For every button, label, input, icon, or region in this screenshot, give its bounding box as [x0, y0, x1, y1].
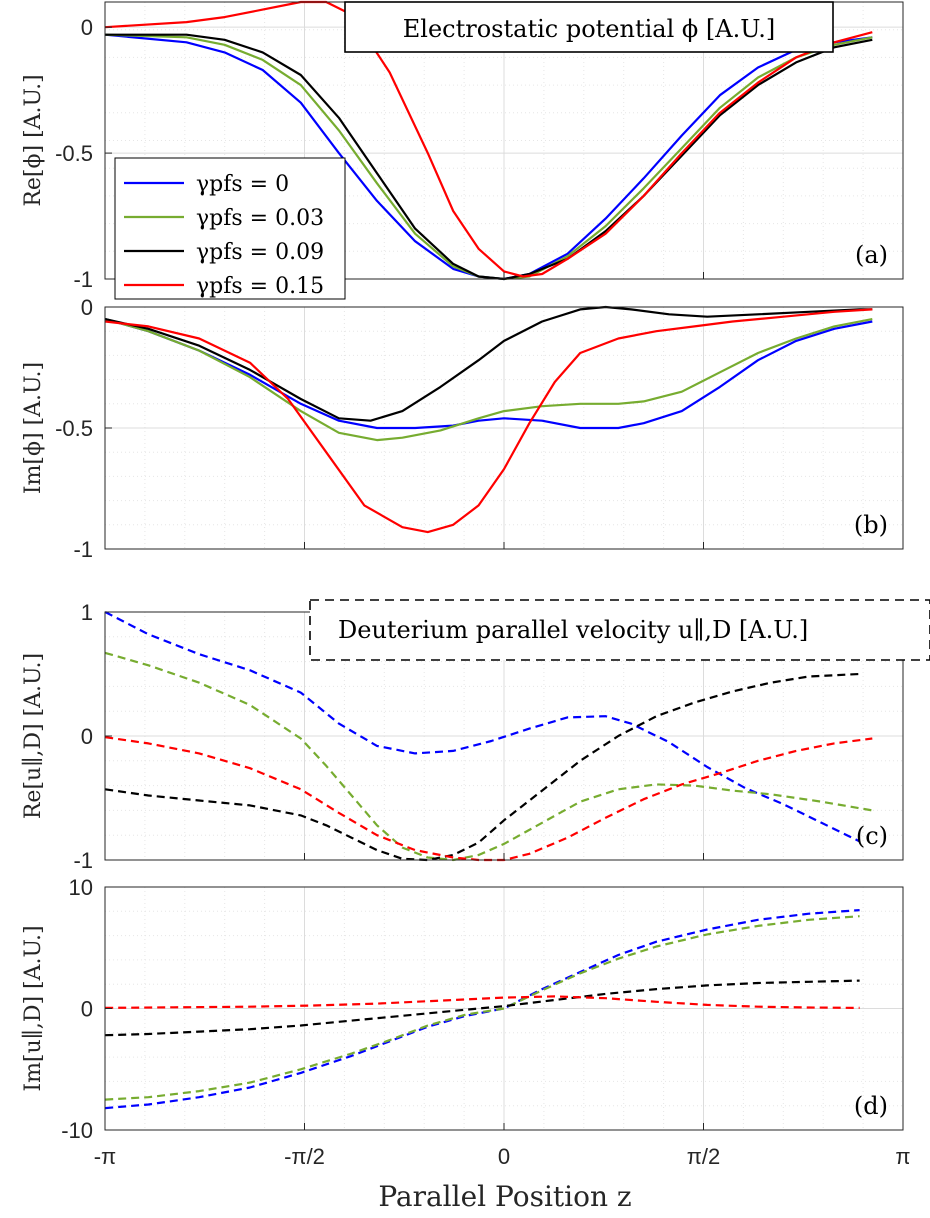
annotation-box: [309, 599, 930, 661]
panel-3: 1 0 -1 Re[u∥,D] [A.U.] (c) Deuterium parallel…: [21, 599, 930, 873]
y-tick-label: -1: [73, 267, 93, 292]
series-line-1: [104, 611, 861, 843]
y-tick-label: -1: [73, 537, 93, 562]
y-axis-label: Re[ϕ] [A.U.]: [21, 74, 46, 206]
legend-label: γpfs = 0.09: [196, 240, 324, 265]
panel-label: (a): [855, 241, 888, 269]
series-line-3: [105, 672, 860, 862]
legend-label: γpfs = 0.15: [196, 274, 324, 299]
y-tick-label: 0: [81, 15, 93, 40]
series-line-2: [104, 318, 873, 442]
legend-label: γpfs = 0.03: [196, 206, 324, 231]
x-axis-label: Parallel Position z: [378, 1180, 631, 1213]
x-tick-label: π: [895, 1144, 910, 1169]
y-axis-label: Im[ϕ] [A.U.]: [21, 362, 46, 494]
series-line-3: [105, 979, 860, 1037]
annotation-text: Electrostatic potential ϕ [A.U.]: [403, 15, 775, 43]
y-tick-label: 0: [81, 724, 93, 749]
y-axis-label: Re[u∥,D] [A.U.]: [21, 653, 46, 819]
y-tick-label: 0: [81, 295, 93, 320]
annotation-box: [344, 1, 834, 53]
y-tick-label: -10: [61, 1118, 93, 1143]
y-axis-label: Im[u∥,D] [A.U.]: [21, 925, 46, 1091]
panel-label: (c): [856, 822, 888, 850]
y-tick-label: -0.5: [55, 141, 93, 166]
y-tick-label: 0: [81, 997, 93, 1022]
x-tick-label: -π: [94, 1144, 117, 1169]
y-tick-label: 10: [69, 875, 93, 900]
panels: 0 -0.5 -1 Re[ϕ] [A.U.] (a) Electrostatic pote…: [21, 0, 930, 1169]
panel-1: 0 -0.5 -1 Re[ϕ] [A.U.] (a) Electrostatic pote…: [21, 0, 904, 300]
panel-label: (b): [854, 511, 888, 539]
series-line-4: [105, 308, 873, 534]
y-tick-label: -1: [73, 848, 93, 873]
x-tick-label: π/2: [687, 1144, 721, 1169]
legend-box: [114, 157, 346, 300]
legend: γpfs = 0 γpfs = 0.03 γpfs = 0.09 γpfs = 0.1…: [114, 157, 346, 300]
x-tick-label: 0: [498, 1144, 510, 1169]
series-line-4: [105, 736, 873, 862]
panel-2: 0 -0.5 -1 Im[ϕ] [A.U.] (b): [21, 295, 904, 562]
y-tick-label: 1: [81, 600, 93, 625]
series-line-2: [105, 915, 860, 1101]
panel-label: (d): [854, 1092, 888, 1120]
series-line-4: [105, 995, 860, 1009]
legend-label: γpfs = 0: [196, 172, 289, 197]
y-tick-label: -0.5: [55, 416, 93, 441]
x-tick-label: -π/2: [284, 1144, 325, 1169]
annotation-text: Deuterium parallel velocity u∥,D [A.U.]: [338, 616, 808, 644]
series-line-4: [105, 0, 873, 278]
panel-4: 10 0 -10-π -π/2 0 π/2 π Im[u∥,D] [A.U.] (d): [21, 875, 911, 1169]
series-line-2: [104, 651, 873, 862]
series-line-1: [104, 318, 873, 430]
